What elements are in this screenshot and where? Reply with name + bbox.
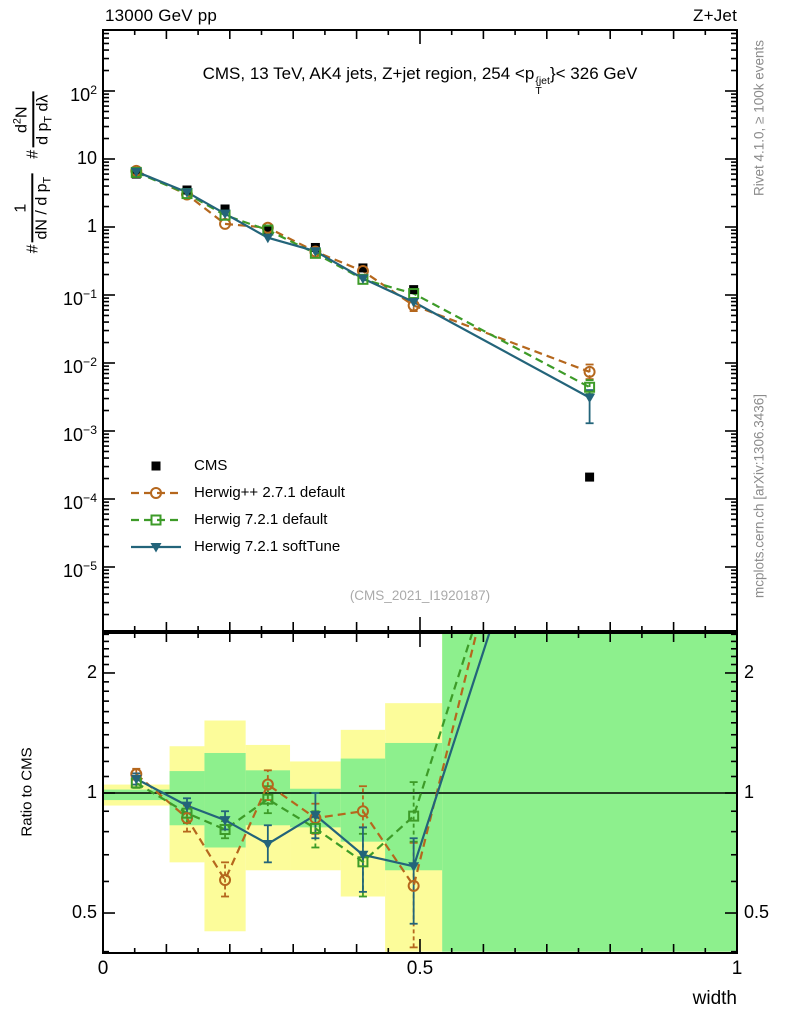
process-label: Z+Jet	[693, 6, 737, 25]
legend-marker-icon	[131, 486, 181, 499]
y-tick-label: 10−5	[63, 559, 97, 581]
legend-label: Herwig 7.2.1 default	[194, 511, 328, 528]
legend-label: Herwig++ 2.7.1 default	[194, 484, 345, 501]
y-tick-label: 1	[86, 216, 97, 236]
beam-energy-label: 13000 GeV pp	[105, 6, 218, 25]
ratio-y-tick-label: 2	[86, 661, 97, 682]
y-tick-label: 10−2	[63, 355, 97, 377]
ratio-y-tick-label: 2	[744, 661, 755, 682]
y-tick-label: 10−1	[63, 287, 97, 309]
analysis-id-watermark: (CMS_2021_I1920187)	[349, 588, 491, 603]
x-tick-label: 0.5	[406, 958, 434, 979]
y-tick-label: 10−4	[63, 491, 97, 513]
legend-marker-icon	[131, 542, 181, 552]
mcplots-note: mcplots.cern.ch [arXiv:1306.3436]	[751, 393, 767, 599]
x-tick-label: 0	[97, 958, 109, 979]
legend-marker-icon	[131, 514, 181, 525]
legend-label: Herwig 7.2.1 softTune	[194, 538, 341, 555]
ratio-y-tick-label: 1	[744, 782, 755, 802]
x-axis-label: width	[692, 988, 737, 1009]
ratio-y-tick-label: 1	[86, 782, 97, 802]
y-tick-label: 102	[70, 83, 97, 105]
legend-label: CMS	[194, 457, 228, 474]
legend-marker-icon	[151, 461, 161, 470]
legend-item-cms: CMS	[130, 452, 227, 479]
legend-item-herwig-2-7-1-default: Herwig++ 2.7.1 default	[130, 479, 345, 506]
plot-title: CMS, 13 TeV, AK4 jets, Z+jet region, 254…	[202, 64, 638, 97]
rivet-version-note: Rivet 4.1.0, ≥ 100k events	[751, 40, 767, 196]
legend-item-herwig-7-2-1-softtune: Herwig 7.2.1 softTune	[130, 533, 340, 560]
ratio-y-tick-label: 0.5	[71, 902, 97, 923]
legend-item-herwig-7-2-1-default: Herwig 7.2.1 default	[130, 506, 327, 533]
y-tick-label: 10	[76, 148, 97, 168]
x-tick-label: 1	[731, 958, 743, 979]
ratio-y-tick-label: 0.5	[744, 902, 770, 923]
y-tick-label: 10−3	[63, 423, 97, 445]
